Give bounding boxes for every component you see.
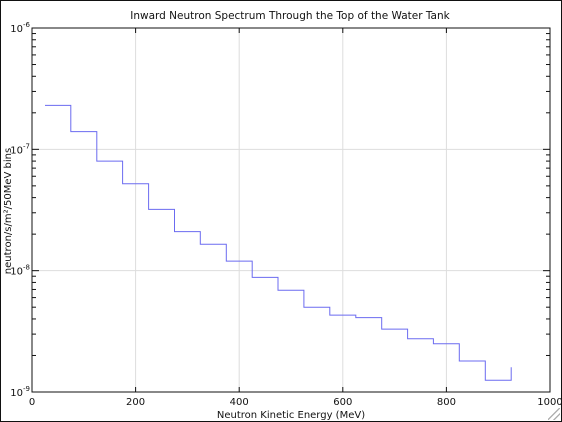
grid-lines [32,28,550,392]
axis-ticks [31,27,551,393]
x-tick-label: 200 [126,397,145,408]
plot-area [31,27,551,393]
y-tick-exponent: -8 [23,264,30,272]
spectrum-step-line [45,104,512,381]
y-axis-label: neutron/s/m²/50MeV bins [3,148,14,274]
x-tick-label: 1000 [537,397,562,408]
y-tick-exponent: -9 [23,385,30,393]
x-tick-label: 800 [437,397,456,408]
y-tick-exponent: -6 [23,21,31,29]
chart-title: Inward Neutron Spectrum Through the Top … [130,10,450,22]
y-tick-label: 10-9 [10,385,30,399]
y-tick-exponent: -7 [23,142,30,150]
x-tick-label: 600 [333,397,352,408]
x-tick-label: 400 [230,397,249,408]
y-tick-label: 10-6 [10,21,30,35]
x-axis-label: Neutron Kinetic Energy (MeV) [217,410,365,421]
x-tick-label: 0 [29,397,35,408]
